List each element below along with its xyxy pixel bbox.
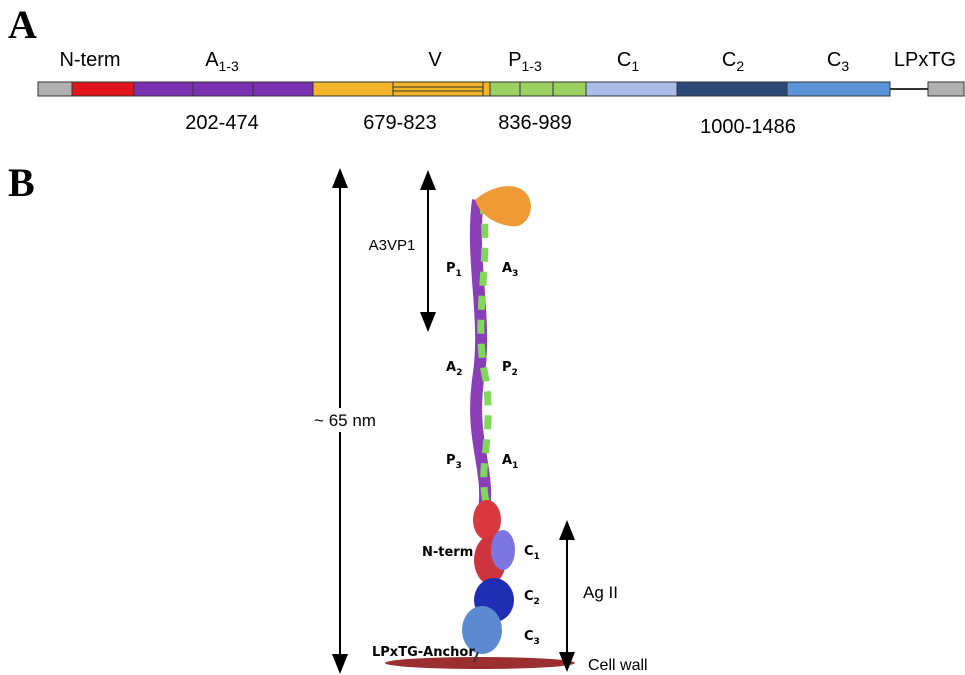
base: C — [524, 544, 534, 559]
range-label: 679-823 — [363, 112, 436, 134]
domain-bar — [37, 81, 965, 97]
domain-label: LPxTG — [894, 49, 956, 71]
subscript: 2 — [456, 368, 462, 378]
base: P — [446, 261, 456, 276]
base: C — [827, 49, 841, 71]
base: P — [502, 360, 512, 375]
subscript: 3 — [841, 58, 849, 74]
subunit: C3 — [524, 629, 540, 647]
region-label: A3VP1 — [369, 237, 416, 254]
subunit: C1 — [524, 544, 540, 562]
subscript: 1-3 — [522, 58, 542, 74]
base: P — [508, 49, 521, 71]
subunit: A3 — [502, 261, 518, 279]
domain-label: C3 — [827, 49, 849, 74]
subscript: 1 — [456, 269, 462, 279]
range-label: 202-474 — [185, 112, 258, 134]
subscript: 1-3 — [219, 58, 239, 74]
panel-label: B — [8, 160, 35, 205]
base: C — [617, 49, 631, 71]
domain-label: V — [428, 49, 442, 71]
domain-label: C1 — [617, 49, 639, 74]
subscript: 3 — [512, 269, 518, 279]
subscript: 3 — [456, 461, 462, 471]
base: C — [524, 589, 534, 604]
subscript: 3 — [534, 637, 540, 647]
subunit: C2 — [524, 589, 540, 607]
subscript: 2 — [534, 597, 540, 607]
subscript: 2 — [512, 368, 518, 378]
subscript: 1 — [631, 58, 639, 74]
domain-label: P1-3 — [508, 49, 542, 74]
base: P — [446, 453, 456, 468]
subunit: A1 — [502, 453, 518, 471]
base: C — [722, 49, 736, 71]
anchor-label: LPxTG-Anchor — [372, 645, 475, 660]
subunit: P1 — [446, 261, 462, 279]
domain-label: A1-3 — [205, 49, 239, 74]
subunit: A2 — [446, 360, 462, 378]
base: A — [446, 360, 456, 375]
subscript: 1 — [512, 461, 518, 471]
subscript: 2 — [736, 58, 744, 74]
n-term-label: N-term — [422, 545, 473, 560]
cell-wall-label: Cell wall — [588, 657, 648, 674]
subunit-labels: P1 A3 A2 P2 P3 A1 C1 C2 C3 — [446, 261, 540, 647]
panel-label: A — [8, 2, 37, 47]
range-label: 1000-1486 — [700, 116, 796, 138]
domain-labels: N-term A1-3 V P1-3 C1 C2 C3 LPxTG 202-47… — [59, 49, 956, 138]
base: C — [524, 629, 534, 644]
molecule — [385, 186, 575, 669]
base: A — [502, 261, 512, 276]
antigen-label: Ag II — [583, 583, 618, 602]
base: A — [502, 453, 512, 468]
domain-label: N-term — [59, 49, 120, 71]
subunit: P3 — [446, 453, 462, 471]
length-label: ~ 65 nm — [314, 411, 376, 430]
domain-label: C2 — [722, 49, 744, 74]
subscript: 1 — [534, 552, 540, 562]
subunit: P2 — [502, 360, 518, 378]
base: A — [205, 49, 219, 71]
range-label: 836-989 — [498, 112, 571, 134]
